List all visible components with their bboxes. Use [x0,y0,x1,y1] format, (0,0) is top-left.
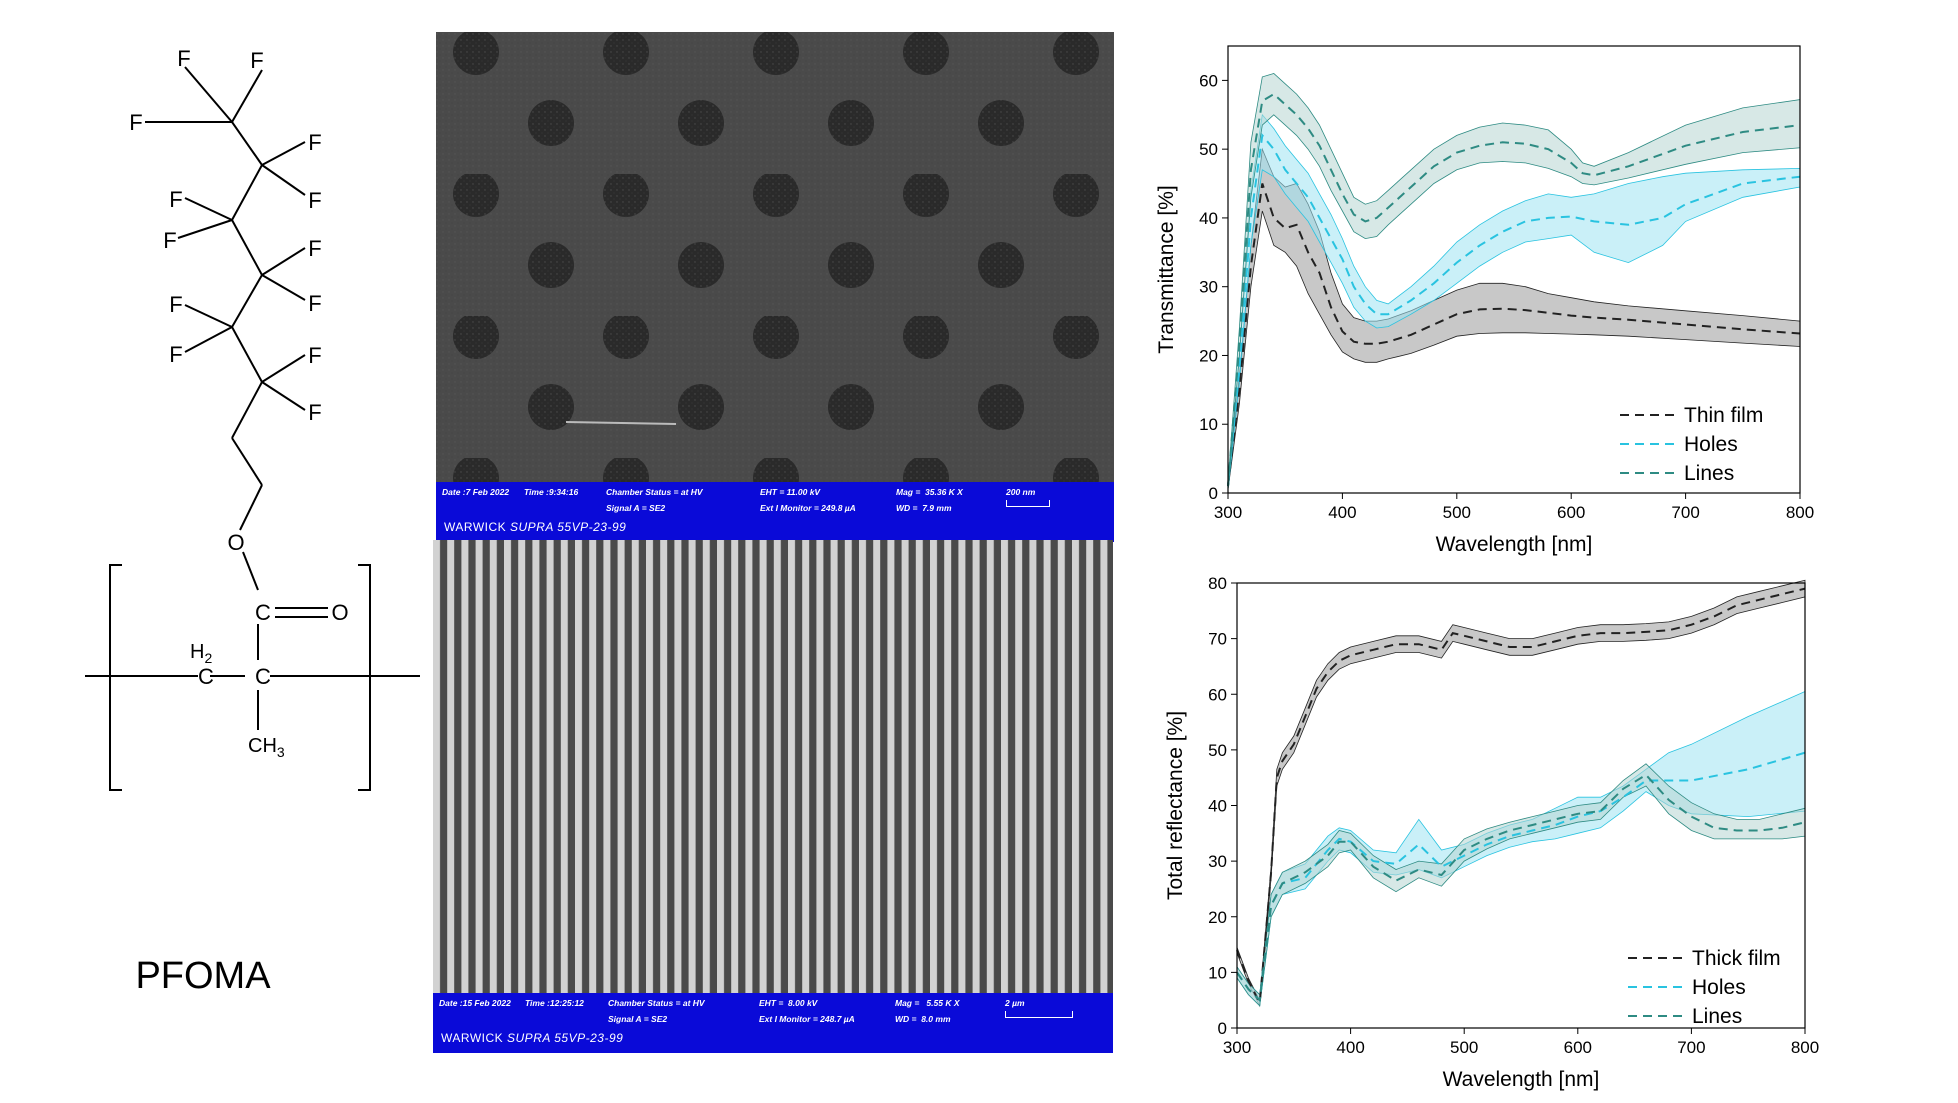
f-atom: F [177,46,190,71]
sem-signal: Signal A = SE2 [606,503,666,513]
sem-chamber: Chamber Status = at HV [606,487,703,497]
f-atom: F [169,342,182,367]
series-line-lines [1236,773,1806,1003]
sem-mag: Mag = 35.36 K X [896,487,963,497]
y-axis-label: Total reflectance [%] [1164,711,1187,900]
x-tick-label: 600 [1557,503,1585,522]
x-tick-label: 400 [1336,1038,1364,1057]
series-line-thin-film [1227,183,1801,487]
f-atom: F [169,187,182,212]
legend-label: Holes [1692,976,1746,999]
sem-brand: WARWICK SUPRA 55VP-23-99 [444,520,627,534]
y-axis-label: Transmittance [%] [1155,185,1178,353]
x-tick-label: 300 [1223,1038,1251,1057]
y-tick-label: 20 [1208,908,1227,927]
sem-date: Date :15 Feb 2022 [439,998,511,1008]
f-atom: F [308,400,321,425]
sem-time: Time :9:34:16 [524,487,579,497]
series-line-holes [1236,751,1806,1003]
y-tick-label: 0 [1209,484,1218,503]
x-tick-label: 700 [1671,503,1699,522]
x-tick-label: 500 [1443,503,1471,522]
y-tick-label: 10 [1208,963,1227,982]
legend-label: Lines [1692,1005,1742,1028]
f-atom: F [308,130,321,155]
y-tick-label: 0 [1218,1019,1227,1038]
legend-label: Thin film [1684,404,1763,427]
f-atom: F [169,292,182,317]
sem-scale-label: 2 µm [1005,998,1025,1008]
y-tick-label: 70 [1208,630,1227,649]
c-atom-ch2: C [198,664,214,689]
y-tick-label: 60 [1199,71,1218,90]
x-tick-label: 500 [1450,1038,1478,1057]
h2-label: H2 [190,641,212,666]
sem-eht: EHT = 11.00 kV [760,487,821,497]
f-atom: F [308,291,321,316]
sem-ext: Ext I Monitor = 248.7 µA [759,1014,855,1024]
c-atom-carbonyl: C [255,600,271,625]
x-tick-label: 600 [1564,1038,1592,1057]
sem-info-bar: Date :7 Feb 2022 Time :9:34:16 Chamber S… [436,482,1114,542]
pfoma-structure: F F F F F F F F F F F F F O C O C C H2 C… [85,46,420,997]
sem-wd: WD = 7.9 mm [896,503,952,513]
y-tick-label: 20 [1199,346,1218,365]
plot-frame [1227,45,1801,494]
y-tick-label: 30 [1199,278,1218,297]
series-line-thick-film [1236,587,1806,1007]
sem-info-bar: Date :15 Feb 2022 Time :12:25:12 Chamber… [433,993,1113,1053]
series-line-lines [1227,92,1801,487]
o-atom-ester: O [227,530,244,555]
y-tick-label: 40 [1208,797,1227,816]
lines-micrograph [433,540,1113,993]
sem-wd: WD = 8.0 mm [895,1014,951,1024]
sem-ext: Ext I Monitor = 249.8 µA [760,503,856,513]
holes-micrograph [436,32,1114,482]
sem-brand: WARWICK SUPRA 55VP-23-99 [441,1031,624,1045]
methyl-label: CH3 [248,735,285,760]
o-atom-carbonyl: O [331,600,348,625]
sem-signal: Signal A = SE2 [608,1014,668,1024]
y-tick-label: 40 [1199,209,1218,228]
y-tick-label: 60 [1208,685,1227,704]
f-atom: F [129,110,142,135]
transmittance-chart: 300 400 500 600 700 800 0 10 20 30 40 50 60 Wavelengt… [1155,45,1814,556]
y-tick-label: 10 [1199,415,1218,434]
sem-eht: EHT = 8.00 kV [759,998,818,1008]
x-tick-label: 800 [1786,503,1814,522]
sem-date: Date :7 Feb 2022 [442,487,510,497]
y-tick-label: 50 [1208,741,1227,760]
f-atom: F [308,188,321,213]
y-tick-label: 30 [1208,852,1227,871]
sem-time: Time :12:25:12 [525,998,584,1008]
y-tick-label: 50 [1199,140,1218,159]
x-tick-label: 800 [1791,1038,1819,1057]
reflectance-chart: 300 400 500 600 700 800 0 10 20 30 40 50 60 70 80 Wavel… [1164,574,1819,1091]
y-tick-label: 80 [1208,574,1227,593]
x-tick-label: 700 [1677,1038,1705,1057]
scale-bar [1005,1011,1073,1018]
scale-bar [1006,500,1050,507]
f-atom: F [308,236,321,261]
sem-image-holes: Date :7 Feb 2022 Time :9:34:16 Chamber S… [436,32,1114,542]
x-tick-label: 300 [1214,503,1242,522]
sem-image-lines: Date :15 Feb 2022 Time :12:25:12 Chamber… [433,540,1113,1053]
legend-label: Holes [1684,433,1738,456]
sem-mag: Mag = 5.55 K X [895,998,960,1008]
x-axis-label: Wavelength [nm] [1443,1068,1600,1091]
sem-scale-label: 200 nm [1006,487,1036,497]
series-line-holes [1227,133,1801,487]
c-atom-quaternary: C [255,664,271,689]
legend-label: Lines [1684,462,1734,485]
polymer-name: PFOMA [135,955,271,997]
f-atom: F [250,48,263,73]
legend-label: Thick film [1692,947,1781,970]
f-atom: F [308,343,321,368]
sem-chamber: Chamber Status = at HV [608,998,705,1008]
x-axis-label: Wavelength [nm] [1436,533,1593,556]
f-atom: F [163,228,176,253]
x-tick-label: 400 [1328,503,1356,522]
